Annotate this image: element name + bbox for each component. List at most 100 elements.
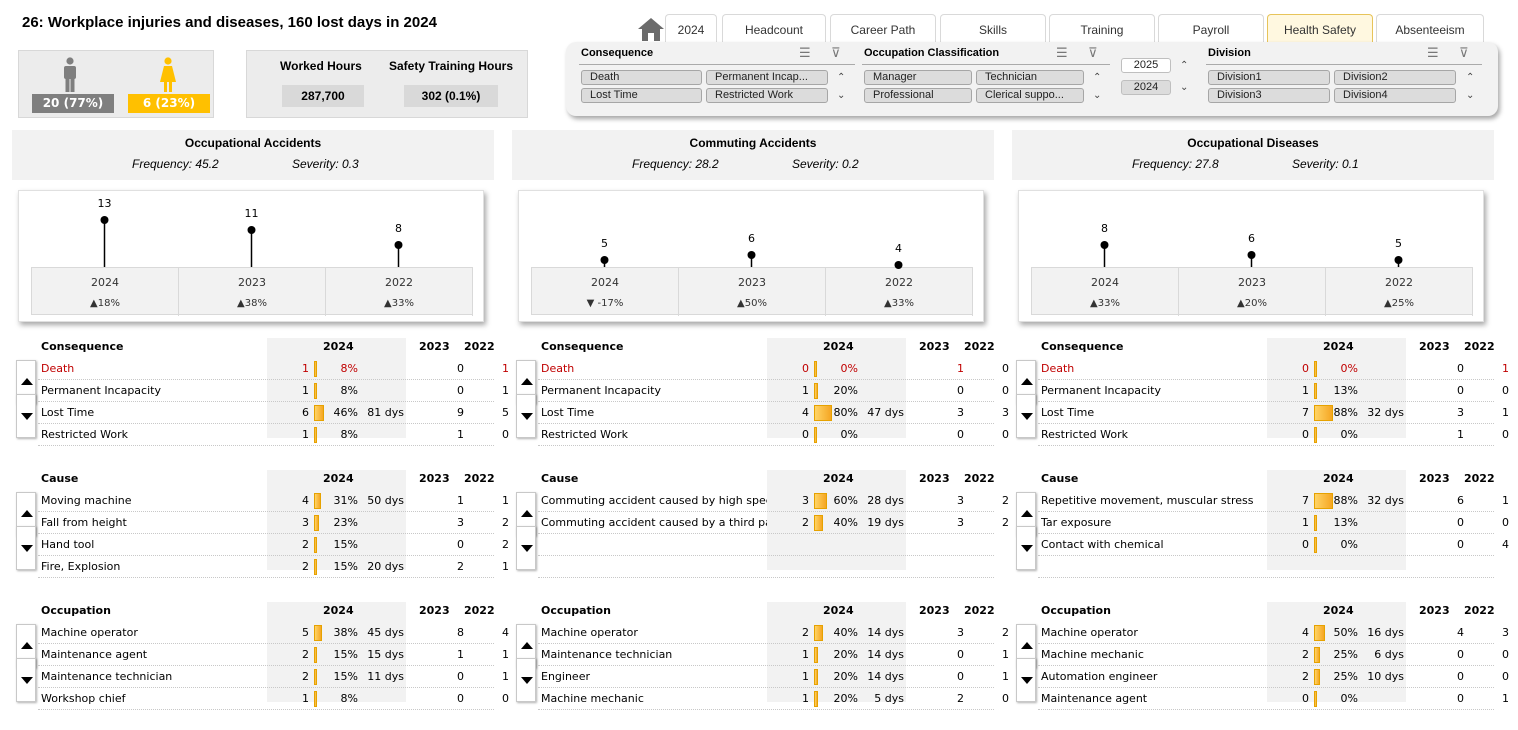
tab-health-safety[interactable]: Health Safety <box>1267 14 1373 44</box>
slicer-scroll-down-icon[interactable]: ⌄ <box>837 90 846 101</box>
clear-filter-icon[interactable]: ⊽ <box>1088 46 1098 61</box>
row-count-2022 <box>1466 556 1509 578</box>
scroll-down-button[interactable] <box>16 526 36 570</box>
slicer-scroll-down-icon[interactable]: ⌄ <box>1180 82 1189 93</box>
scroll-down-button[interactable] <box>516 526 536 570</box>
table-row[interactable]: Moving machine 4 31% 50 dys 1 1 <box>38 490 509 512</box>
table-row[interactable]: Commuting accident caused by high speed 3… <box>538 490 1009 512</box>
table-row[interactable]: Machine operator 5 38% 45 dys 8 4 <box>38 622 509 644</box>
table-row[interactable]: Machine mechanic 1 20% 5 dys 2 0 <box>538 688 1009 710</box>
tab-payroll[interactable]: Payroll <box>1158 14 1264 44</box>
table-row[interactable]: Permanent Incapacity 1 8% 0 1 <box>38 380 509 402</box>
slicer-item-division3[interactable]: Division3 <box>1208 88 1330 103</box>
table-row[interactable]: Repetitive movement, muscular stress 7 88%… <box>1038 490 1509 512</box>
table-row[interactable]: Restricted Work 0 0% 1 0 <box>1038 424 1509 446</box>
tab-training[interactable]: Training <box>1049 14 1155 44</box>
tab-career-path[interactable]: Career Path <box>830 14 936 44</box>
table-row[interactable]: Fall from height 3 23% 3 2 <box>38 512 509 534</box>
male-icon <box>64 57 76 92</box>
share-bar <box>814 383 818 399</box>
clear-filter-icon[interactable]: ⊽ <box>1459 46 1469 61</box>
tab-headcount[interactable]: Headcount <box>722 14 826 44</box>
table-row[interactable]: Permanent Incapacity 1 13% 0 0 <box>1038 380 1509 402</box>
table-row[interactable]: Contact with chemical 0 0% 0 4 <box>1038 534 1509 556</box>
table-row[interactable]: Commuting accident caused by a third par… <box>538 512 1009 534</box>
table-row[interactable] <box>538 556 994 578</box>
home-icon[interactable] <box>637 16 665 42</box>
table-row[interactable]: Maintenance agent 2 15% 15 dys 1 1 <box>38 644 509 666</box>
scroll-down-button[interactable] <box>1016 394 1036 438</box>
table-row[interactable]: Machine operator 4 50% 16 dys 4 3 <box>1038 622 1509 644</box>
table-row[interactable]: Permanent Incapacity 1 20% 0 0 <box>538 380 1009 402</box>
row-count-2024: 5 <box>302 626 309 639</box>
scroll-up-button[interactable] <box>516 492 536 536</box>
table-row[interactable]: Workshop chief 1 8% 0 0 <box>38 688 509 710</box>
table-row[interactable]: Death 0 0% 0 1 <box>1038 358 1509 380</box>
table-row[interactable]: Death 1 8% 0 1 <box>38 358 509 380</box>
table-row[interactable]: Tar exposure 1 13% 0 0 <box>1038 512 1509 534</box>
table-row[interactable] <box>538 534 994 556</box>
multi-select-icon[interactable]: ☰ <box>1427 46 1439 61</box>
slicer-item-permanent-incapacity[interactable]: Permanent Incap... <box>706 70 828 85</box>
row-count-2023: 3 <box>457 516 464 529</box>
row-share-pct: 23% <box>333 516 358 529</box>
table-row[interactable]: Maintenance agent 0 0% 0 1 <box>1038 688 1509 710</box>
slicer-item-2025[interactable]: 2025 <box>1121 58 1171 73</box>
scroll-down-button[interactable] <box>516 658 536 702</box>
slicer-item-lost-time[interactable]: Lost Time <box>581 88 702 103</box>
scroll-up-button[interactable] <box>516 360 536 404</box>
table-row[interactable]: Lost Time 4 80% 47 dys 3 3 <box>538 402 1009 424</box>
slicer-item-manager[interactable]: Manager <box>864 70 972 85</box>
table-row[interactable]: Lost Time 7 88% 32 dys 3 1 <box>1038 402 1509 424</box>
table-row[interactable]: Restricted Work 1 8% 1 0 <box>38 424 509 446</box>
scroll-down-button[interactable] <box>516 394 536 438</box>
table-row[interactable]: Automation engineer 2 25% 10 dys 0 0 <box>1038 666 1509 688</box>
table-row[interactable]: Machine mechanic 2 25% 6 dys 0 0 <box>1038 644 1509 666</box>
slicer-item-division2[interactable]: Division2 <box>1334 70 1456 85</box>
multi-select-icon[interactable]: ☰ <box>1056 46 1068 61</box>
share-bar <box>814 625 823 641</box>
severity-label: Severity: 0.3 <box>292 157 359 171</box>
slicer-item-death[interactable]: Death <box>581 70 702 85</box>
scroll-down-button[interactable] <box>16 394 36 438</box>
slicer-scroll-up-icon[interactable]: ⌃ <box>837 72 846 83</box>
gender-card: 20 (77%) 6 (23%) <box>18 50 214 118</box>
scroll-down-button[interactable] <box>1016 658 1036 702</box>
table-row[interactable]: Fire, Explosion 2 15% 20 dys 2 1 <box>38 556 509 578</box>
slicer-scroll-up-icon[interactable]: ⌃ <box>1180 60 1189 71</box>
tab-skills[interactable]: Skills <box>940 14 1046 44</box>
table-row[interactable]: Lost Time 6 46% 81 dys 9 5 <box>38 402 509 424</box>
slicer-item-2024[interactable]: 2024 <box>1121 80 1171 95</box>
slicer-item-technician[interactable]: Technician <box>976 70 1084 85</box>
table-row[interactable]: Restricted Work 0 0% 0 0 <box>538 424 1009 446</box>
table-row[interactable]: Engineer 1 20% 14 dys 0 1 <box>538 666 1009 688</box>
scroll-down-button[interactable] <box>16 658 36 702</box>
table-row[interactable]: Machine operator 2 40% 14 dys 3 2 <box>538 622 1009 644</box>
tab-2024[interactable]: 2024 <box>665 14 717 44</box>
row-count-2023: 1 <box>957 362 964 375</box>
table-row[interactable]: Maintenance technician 2 15% 11 dys 0 1 <box>38 666 509 688</box>
tab-absenteeism[interactable]: Absenteeism <box>1376 14 1484 44</box>
scroll-down-button[interactable] <box>1016 526 1036 570</box>
scroll-up-button[interactable] <box>16 624 36 668</box>
slicer-scroll-up-icon[interactable]: ⌃ <box>1466 72 1475 83</box>
row-count-2023: 3 <box>957 516 964 529</box>
clear-filter-icon[interactable]: ⊽ <box>831 46 841 61</box>
table-row[interactable]: Hand tool 2 15% 0 2 <box>38 534 509 556</box>
row-lost-days: 14 dys <box>867 648 904 661</box>
table-row[interactable] <box>1038 556 1494 578</box>
table-row[interactable]: Maintenance technician 1 20% 14 dys 0 1 <box>538 644 1009 666</box>
slicer-item-restricted-work[interactable]: Restricted Work <box>706 88 828 103</box>
slicer-scroll-down-icon[interactable]: ⌄ <box>1093 90 1102 101</box>
multi-select-icon[interactable]: ☰ <box>799 46 811 61</box>
table-row[interactable]: Death 0 0% 1 0 <box>538 358 1009 380</box>
row-lost-days <box>360 688 404 710</box>
slicer-item-professional[interactable]: Professional <box>864 88 972 103</box>
slicer-item-division1[interactable]: Division1 <box>1208 70 1330 85</box>
slicer-item-division4[interactable]: Division4 <box>1334 88 1456 103</box>
row-share-pct: 40% <box>833 626 858 639</box>
share-bar <box>314 361 317 377</box>
slicer-scroll-down-icon[interactable]: ⌄ <box>1466 90 1475 101</box>
slicer-item-clerical[interactable]: Clerical suppo... <box>976 88 1084 103</box>
slicer-scroll-up-icon[interactable]: ⌃ <box>1093 72 1102 83</box>
